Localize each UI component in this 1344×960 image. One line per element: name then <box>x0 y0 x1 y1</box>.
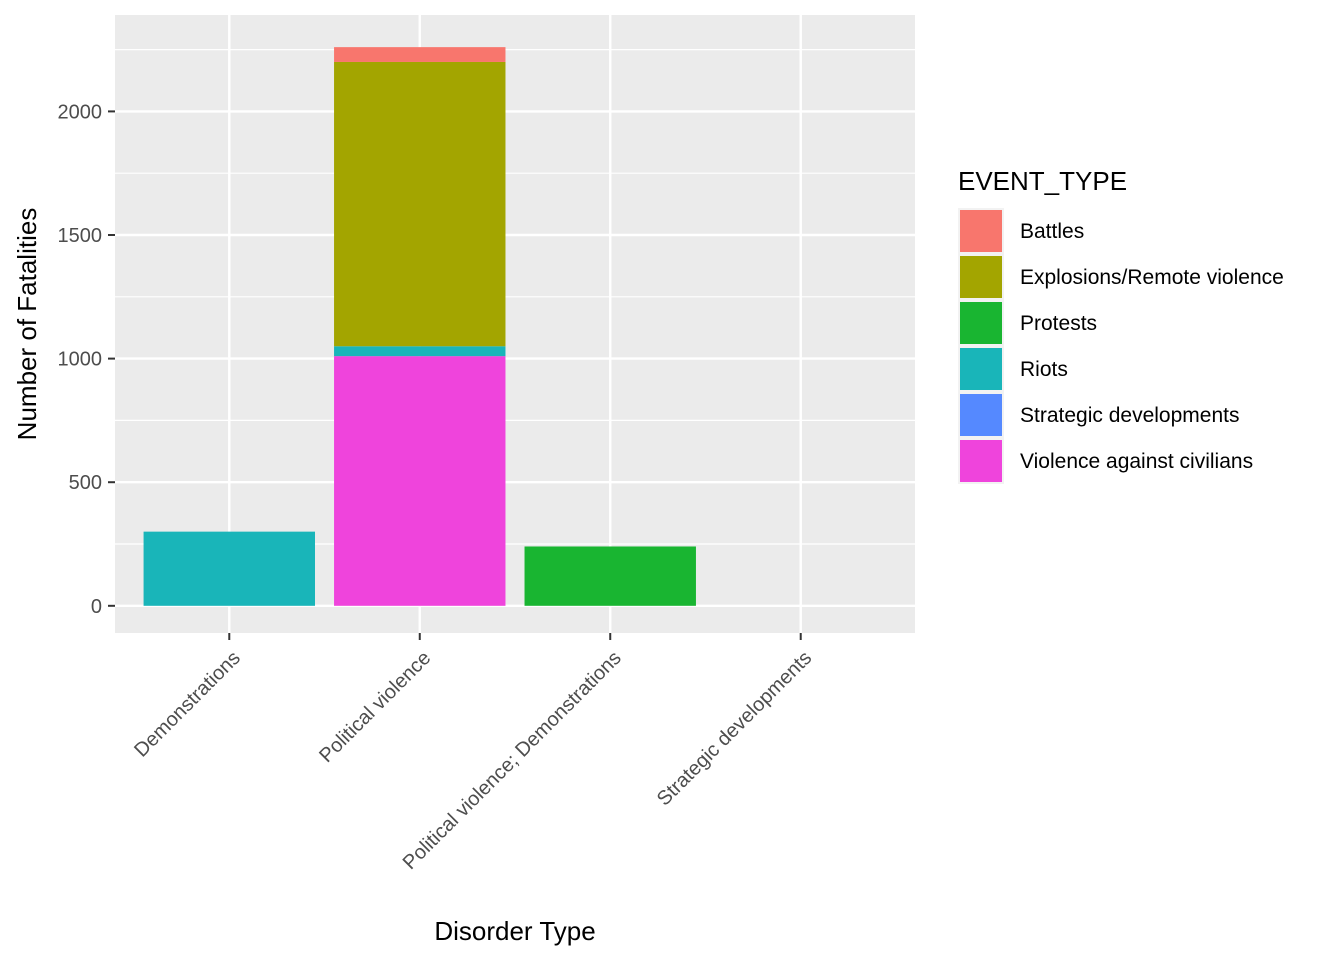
bar-segment <box>334 47 506 62</box>
legend-label: Strategic developments <box>1020 404 1239 427</box>
x-axis-title: Disorder Type <box>434 916 595 946</box>
legend-swatch <box>960 256 1002 298</box>
x-tick-label: Demonstrations <box>130 647 245 762</box>
bar-segment <box>334 346 506 357</box>
legend-label: Protests <box>1020 312 1097 335</box>
legend-swatch <box>960 348 1002 390</box>
y-tick-label: 0 <box>91 596 102 618</box>
legend-label: Violence against civilians <box>1020 450 1253 473</box>
bar-segment <box>334 61 506 347</box>
bar-segment <box>524 546 696 606</box>
x-tick-label: Strategic developments <box>653 647 816 810</box>
x-tick-label: Political violence <box>315 647 435 767</box>
y-tick-label: 500 <box>69 472 102 494</box>
legend-title: EVENT_TYPE <box>958 166 1127 196</box>
grid-lines <box>115 15 915 633</box>
x-axis-ticks: Demonstrations Political violencePolitica… <box>130 633 816 874</box>
legend-label: Riots <box>1020 358 1068 381</box>
x-tick-label: Political violence; Demonstrations <box>399 647 626 874</box>
y-axis-ticks: 0 500 1000 1500 2000 <box>58 101 115 618</box>
y-tick-label: 1000 <box>58 349 103 371</box>
bar-segment <box>334 356 506 606</box>
bars <box>143 47 696 606</box>
legend-swatch <box>960 440 1002 482</box>
plot-panel <box>115 15 915 633</box>
y-tick-label: 1500 <box>58 225 103 247</box>
legend-swatch <box>960 394 1002 436</box>
legend-swatch <box>960 302 1002 344</box>
bar-segment <box>143 531 315 606</box>
y-axis-title: Number of Fatalities <box>12 208 42 441</box>
legend-label: Battles <box>1020 220 1084 243</box>
y-tick-label: 2000 <box>58 101 103 123</box>
legend: EVENT_TYPE Battles Explosions/Remote viol… <box>958 166 1284 484</box>
legend-label: Explosions/Remote violence <box>1020 266 1284 289</box>
legend-swatch <box>960 210 1002 252</box>
